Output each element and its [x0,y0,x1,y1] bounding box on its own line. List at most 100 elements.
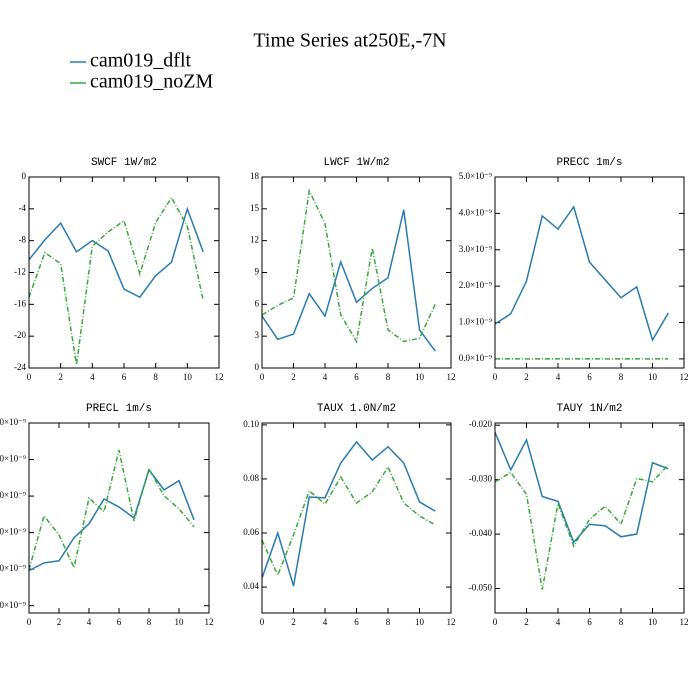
x-tick-label: 10 [648,617,658,627]
x-tick-label: 4 [90,372,95,382]
y-tick-label: 2.0×10⁻⁹ [0,527,26,537]
x-tick-label: 6 [354,372,359,382]
y-tick-label: 0.0×10⁻⁹ [0,600,26,610]
x-tick-label: 4 [556,372,561,382]
x-tick-label: 0 [27,617,32,627]
y-tick-label: 3.0×10⁻⁹ [459,244,492,254]
x-tick-label: 4 [323,372,328,382]
y-tick-label: -8 [19,235,27,245]
y-tick-label: -0.030 [469,474,493,484]
series-line [261,188,436,344]
x-tick-label: 8 [619,617,624,627]
plot-frame [494,422,685,614]
x-tick-label: 2 [57,617,62,627]
y-tick-label: 0.08 [243,473,259,483]
x-tick-label: 2 [291,617,296,627]
x-tick-label: 10 [415,372,425,382]
y-tick-label: -16 [14,298,26,308]
series-line [494,205,669,342]
y-tick-label: 6 [255,298,260,308]
x-tick-label: 6 [117,617,122,627]
x-tick-label: 2 [524,372,529,382]
x-tick-label: 10 [175,617,185,627]
x-tick-label: 8 [386,372,391,382]
x-tick-label: 12 [680,617,689,627]
panel-title: LWCF 1W/m2 [323,157,389,169]
panel-title: PRECC 1m/s [556,157,622,169]
panel-title: PRECL 1m/s [86,403,152,415]
x-tick-label: 4 [87,617,92,627]
y-tick-label: 2.0×10⁻⁹ [459,280,492,290]
x-tick-label: 2 [524,617,529,627]
series-line [494,431,669,544]
y-tick-label: 12 [250,235,259,245]
x-tick-label: 8 [147,617,152,627]
series-line [261,440,436,587]
series-line [494,464,669,590]
series-line [28,206,204,299]
x-tick-label: 6 [587,617,592,627]
x-tick-label: 8 [386,617,391,627]
plot-frame [261,422,452,614]
y-tick-label: 0 [255,362,260,372]
x-tick-label: 12 [215,372,224,382]
x-tick-label: 0 [27,372,32,382]
x-tick-label: 4 [323,617,328,627]
plot-frame [28,422,210,614]
y-tick-label: -0.050 [469,583,493,593]
x-tick-label: 12 [205,617,214,627]
y-tick-label: 0.0×10⁻⁹ [459,353,492,363]
x-tick-label: 8 [153,372,158,382]
y-tick-label: 3.0×10⁻⁹ [0,490,26,500]
x-tick-label: 10 [648,372,658,382]
panel-title: SWCF 1W/m2 [91,157,157,169]
x-tick-label: 12 [447,617,456,627]
x-tick-label: 10 [183,372,193,382]
y-tick-label: -24 [14,362,26,372]
series-line [28,468,195,572]
legend-label: cam019_dflt [90,50,192,72]
x-tick-label: 0 [493,617,498,627]
x-tick-label: 6 [354,617,359,627]
y-tick-label: 3 [255,330,260,340]
y-tick-label: 15 [250,203,260,213]
y-tick-label: 1.0×10⁻⁹ [0,563,26,573]
x-tick-label: 2 [291,372,296,382]
figure-title: Time Series at250E,-7N [253,30,446,52]
plot-frame [28,176,220,369]
legend-label: cam019_noZM [90,71,214,93]
x-tick-label: 6 [587,372,592,382]
panel-title: TAUY 1N/m2 [556,403,622,415]
y-tick-label: 9 [255,267,260,277]
x-tick-label: 6 [122,372,127,382]
x-tick-label: 12 [447,372,456,382]
y-tick-label: 5.0×10⁻⁹ [0,417,26,427]
x-tick-label: 0 [260,617,265,627]
y-tick-label: 5.0×10⁻⁹ [459,171,492,181]
y-tick-label: -0.020 [469,419,493,429]
y-tick-label: 1.0×10⁻⁹ [459,317,492,327]
y-tick-label: -0.040 [469,528,493,538]
y-tick-label: 4.0×10⁻⁹ [0,454,26,464]
series-line [28,449,195,571]
y-tick-label: -20 [14,330,26,340]
y-tick-label: 4.0×10⁻⁹ [459,207,492,217]
y-tick-label: 18 [250,171,260,181]
plot-frame [494,176,685,369]
y-tick-label: 0 [22,171,27,181]
x-tick-label: 12 [680,372,689,382]
x-tick-label: 4 [556,617,561,627]
x-tick-label: 0 [493,372,498,382]
panel-title: TAUX 1.0N/m2 [317,403,396,415]
plot-frame [261,176,452,369]
y-tick-label: 0.06 [243,527,259,537]
x-tick-label: 0 [260,372,265,382]
series-line [261,209,436,352]
y-tick-label: 0.10 [243,419,259,429]
series-line [28,196,204,365]
y-tick-label: -4 [19,203,27,213]
y-tick-label: -12 [14,267,26,277]
series-line [261,465,436,578]
